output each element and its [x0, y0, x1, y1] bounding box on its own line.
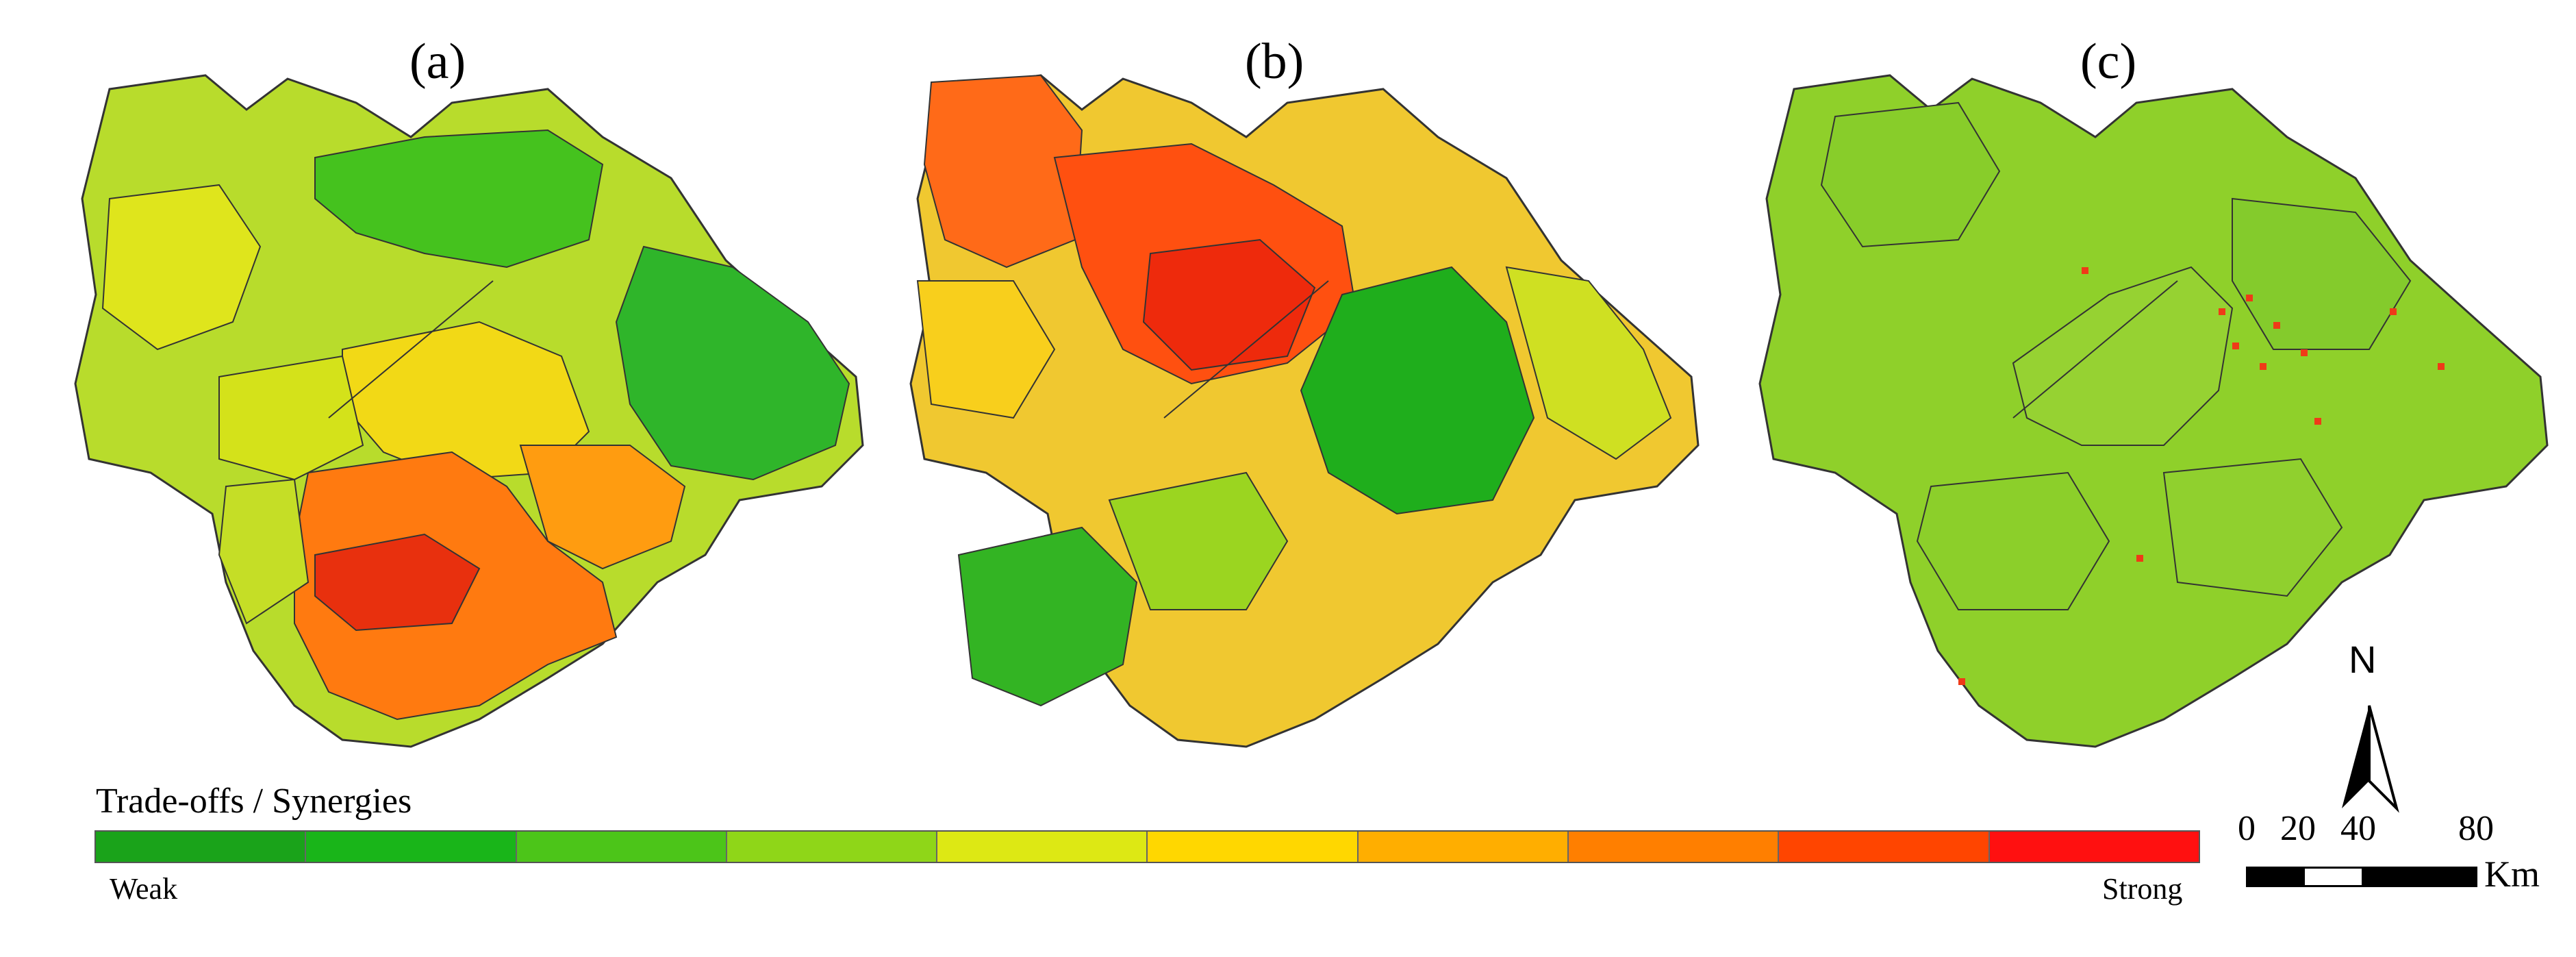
legend-color-bar [94, 830, 2200, 863]
legend-swatch-4 [727, 832, 938, 862]
scale-tick-80: 80 [2458, 809, 2494, 848]
panel-b-label: (b) [1245, 34, 1304, 90]
scale-tick-20: 20 [2280, 809, 2316, 848]
scale-unit: Km [2484, 854, 2540, 895]
scale-bar [2246, 867, 2477, 887]
legend-swatch-10 [1989, 832, 2199, 862]
legend-swatch-9 [1779, 832, 1990, 862]
legend-low-label: Weak [110, 872, 178, 906]
legend-swatch-3 [516, 832, 727, 862]
legend-swatch-8 [1569, 832, 1780, 862]
panel-a-label: (a) [409, 34, 466, 90]
legend-swatch-2 [306, 832, 517, 862]
map-panel-b [909, 74, 1700, 748]
scale-tick-40: 40 [2340, 809, 2376, 848]
map-panel-c [1758, 74, 2549, 748]
map-panel-a [74, 74, 864, 748]
north-arrow-icon [2342, 705, 2399, 813]
north-label: N [2349, 638, 2377, 681]
panel-c-label: (c) [2080, 34, 2137, 90]
scale-tick-0: 0 [2238, 809, 2256, 848]
legend-swatch-6 [1148, 832, 1359, 862]
legend-title: Trade-offs / Synergies [96, 782, 412, 821]
legend-swatch-7 [1358, 832, 1569, 862]
legend-swatch-5 [937, 832, 1148, 862]
legend-swatch-1 [96, 832, 307, 862]
legend-high-label: Strong [2102, 872, 2183, 906]
